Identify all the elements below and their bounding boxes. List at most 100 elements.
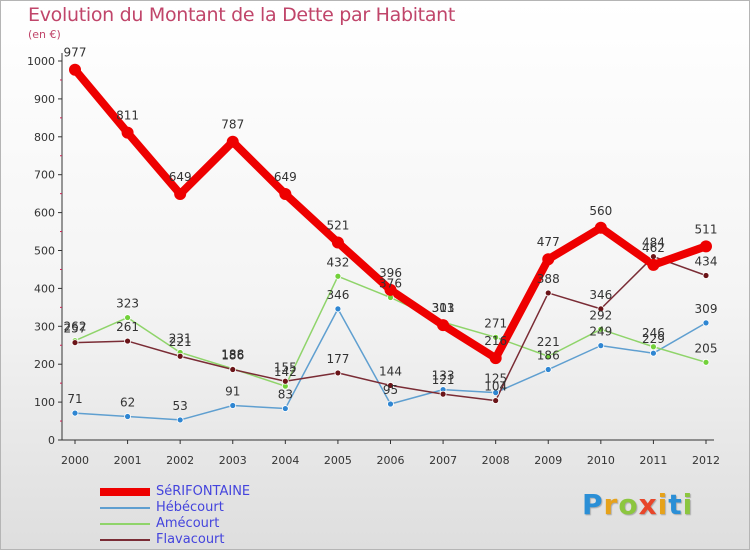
data-label: 323 <box>116 297 139 311</box>
y-tick-label: 1000 <box>27 55 55 68</box>
x-tick-label: 2001 <box>114 454 142 467</box>
data-label: 292 <box>589 308 612 322</box>
legend-label: Amécourt <box>156 516 220 531</box>
data-point <box>69 63 81 76</box>
data-point <box>334 369 342 377</box>
data-point <box>281 377 289 385</box>
logo-letter: t <box>668 488 683 521</box>
data-point <box>489 352 502 365</box>
x-tick-label: 2004 <box>271 454 299 467</box>
logo-letter: o <box>618 488 639 521</box>
data-point <box>700 240 712 253</box>
data-label: 649 <box>274 170 297 184</box>
data-label: 477 <box>537 235 560 249</box>
data-label: 95 <box>383 383 398 397</box>
y-tick-label: 900 <box>34 93 55 106</box>
data-point <box>647 258 660 271</box>
data-point <box>439 390 447 398</box>
proxiti-logo: Proxiti <box>582 488 693 521</box>
x-tick-label: 2012 <box>692 454 720 467</box>
data-label: 303 <box>432 301 455 315</box>
data-point <box>334 272 342 280</box>
data-label: 388 <box>537 272 560 286</box>
data-label: 221 <box>537 335 560 349</box>
y-tick-label: 600 <box>34 207 55 220</box>
data-label: 376 <box>379 276 402 290</box>
data-label: 186 <box>221 349 244 363</box>
data-label: 62 <box>120 396 135 410</box>
data-labels: 71 62 53 91 83 346 95 133 125 186 249 229 309 262 323 2… <box>64 46 718 413</box>
data-point <box>174 188 187 201</box>
legend-label: SéRIFONTAINE <box>156 484 251 499</box>
data-point <box>702 272 710 279</box>
data-label: 396 <box>379 266 402 280</box>
data-point <box>702 319 710 327</box>
data-label: 144 <box>379 364 402 378</box>
data-label: 216 <box>484 334 507 348</box>
x-tick-label: 2009 <box>534 454 562 467</box>
data-point <box>492 333 500 341</box>
data-point <box>544 366 552 373</box>
data-label: 133 <box>432 369 455 383</box>
data-point <box>334 305 342 313</box>
x-tick-label: 2003 <box>219 454 247 467</box>
data-label: 462 <box>642 241 665 255</box>
x-tick-label: 2002 <box>166 454 194 467</box>
legend-swatch <box>100 488 150 496</box>
data-label: 205 <box>695 341 718 355</box>
axes: 0 100 200 300 400 500 600 700 800 900 1000 2000 2001… <box>27 53 720 467</box>
y-tick-label: 100 <box>34 396 55 409</box>
data-label: 311 <box>432 301 455 315</box>
legend-swatch <box>100 523 150 525</box>
data-point <box>331 236 344 249</box>
data-label: 811 <box>116 109 139 123</box>
logo-letter: i <box>657 488 669 521</box>
y-tick-label: 500 <box>34 245 55 258</box>
data-point <box>544 352 552 360</box>
data-point <box>702 358 710 366</box>
data-point <box>597 342 605 350</box>
data-label: 484 <box>642 236 665 250</box>
legend-label: Hébécourt <box>156 500 224 515</box>
data-label: 262 <box>64 320 87 334</box>
data-point <box>121 126 134 139</box>
data-point <box>71 339 79 346</box>
data-label: 257 <box>64 322 87 336</box>
data-label: 229 <box>642 332 665 346</box>
data-point <box>176 352 184 360</box>
data-point <box>226 135 239 148</box>
data-point <box>281 405 289 412</box>
logo-letter: i <box>682 488 694 521</box>
data-label: 271 <box>484 316 507 330</box>
data-point <box>384 283 397 296</box>
data-point <box>387 400 394 408</box>
data-label: 261 <box>116 320 139 334</box>
logo-letter: x <box>638 488 658 521</box>
data-point <box>650 349 657 357</box>
series-markers <box>69 63 712 424</box>
y-tick-label: 800 <box>34 131 55 144</box>
data-label: 221 <box>169 335 192 349</box>
data-point <box>124 314 131 321</box>
y-tick-label: 700 <box>34 169 55 182</box>
data-label: 231 <box>169 331 192 345</box>
data-label: 71 <box>67 392 82 406</box>
data-label: 649 <box>169 170 192 184</box>
x-tick-label: 2011 <box>639 454 667 467</box>
data-label: 177 <box>326 352 349 366</box>
chart-title: Evolution du Montant de la Dette par Hab… <box>28 4 456 26</box>
data-point <box>124 337 131 345</box>
data-label: 346 <box>326 288 349 302</box>
y-tick-label: 0 <box>48 434 55 447</box>
y-tick-label: 400 <box>34 282 55 295</box>
x-tick-label: 2010 <box>587 454 615 467</box>
x-tick-label: 2005 <box>324 454 352 467</box>
legend-label: Flavacourt <box>156 532 225 547</box>
y-axis-unit: (en €) <box>28 28 61 41</box>
data-point <box>542 253 555 266</box>
data-point <box>124 413 131 420</box>
data-point <box>650 343 657 351</box>
x-tick-label: 2006 <box>377 454 405 467</box>
data-label: 188 <box>221 348 244 362</box>
